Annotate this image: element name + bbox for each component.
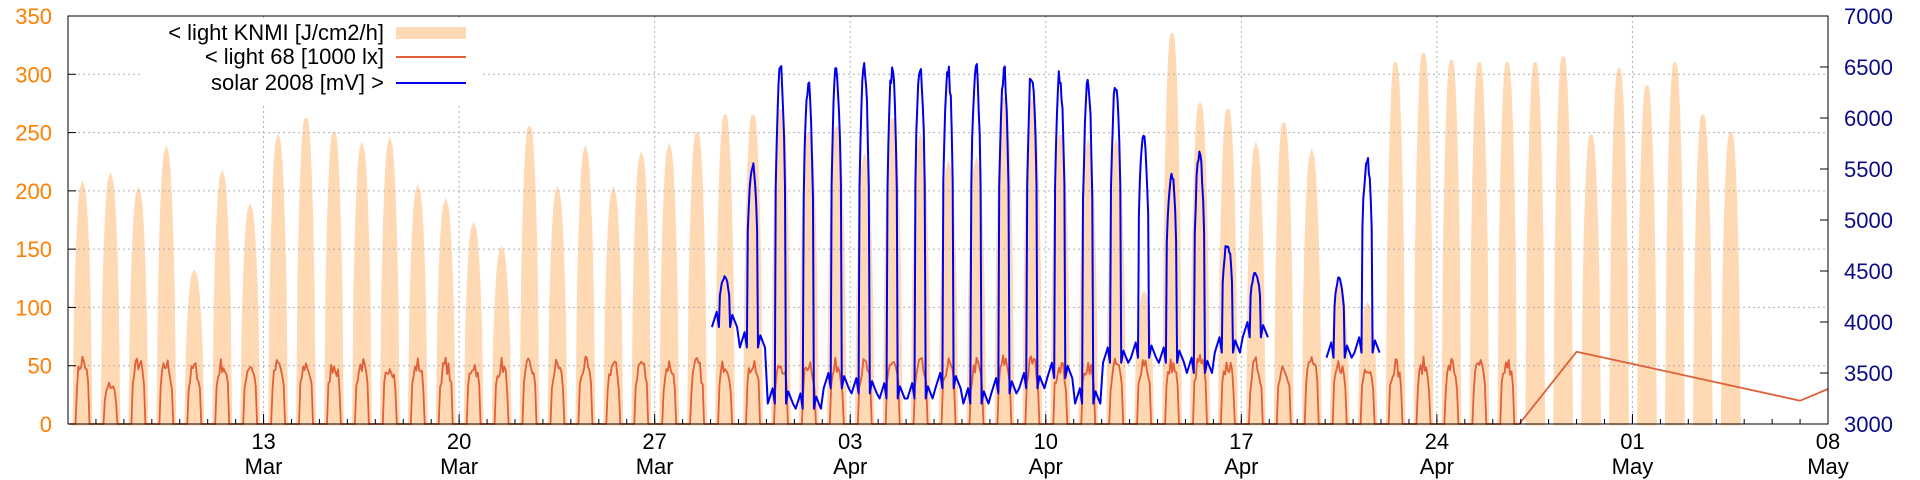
x-tick-day: 03 [838,429,862,454]
knmi-day-mark [1273,122,1294,426]
right-tick-label: 7000 [1844,4,1893,29]
x-tick-day: 20 [447,429,471,454]
knmi-day-mark [1692,114,1713,426]
knmi-day-mark [1720,132,1741,426]
knmi-day-mark [1413,53,1434,426]
knmi-day-mark [351,140,372,426]
axes: 0 50 100 150 200 250 300 350 3000 3500 4000 4500 500… [15,4,1893,479]
legend-label: < light KNMI [J/cm2/h] [168,20,384,45]
x-tick-day: 10 [1034,429,1058,454]
right-tick-label: 5000 [1844,208,1893,233]
x-tick-month: Apr [833,454,867,479]
right-tick-label: 5500 [1844,157,1893,182]
x-tick-day: 13 [251,429,275,454]
knmi-day-mark [519,126,540,426]
right-tick-label: 3500 [1844,361,1893,386]
legend-label: solar 2008 [mV] > [211,70,384,95]
knmi-day-mark [1245,140,1266,426]
knmi-day-mark [324,132,344,426]
knmi-day-mark [715,114,735,426]
x-tick-month: Mar [636,454,674,479]
knmi-day-mark [631,150,652,426]
series-solar-2008 [710,62,1381,410]
knmi-day-mark [156,144,177,426]
knmi-day-mark [1664,62,1685,426]
knmi-day-mark [1525,62,1546,426]
left-tick-label: 350 [15,4,52,29]
left-tick-label: 300 [15,62,52,87]
solar-line-segment [710,62,1269,410]
x-tick-month: Apr [1224,454,1258,479]
x-tick-month: Apr [1029,454,1063,479]
knmi-day-mark [435,197,456,426]
knmi-day-mark [1301,147,1322,426]
left-tick-label: 50 [28,354,52,379]
right-tick-label: 6500 [1844,55,1893,80]
x-tick-month: May [1807,454,1849,479]
knmi-day-mark [659,141,680,426]
left-tick-label: 250 [15,121,52,146]
x-tick-day: 01 [1620,429,1644,454]
left-tick-label: 150 [15,237,52,262]
knmi-day-mark [296,118,316,426]
knmi-day-mark [1497,62,1518,426]
knmi-day-mark [1385,62,1406,426]
left-tick-label: 200 [15,179,52,204]
knmi-day-mark [72,179,93,426]
legend-label: < light 68 [1000 lx] [205,44,384,69]
x-tick-month: Mar [440,454,478,479]
knmi-day-mark [1637,85,1657,426]
knmi-day-mark [268,132,289,426]
right-tick-label: 4500 [1844,259,1893,284]
right-tick-label: 4000 [1844,310,1893,335]
x-tick-day: 17 [1229,429,1253,454]
x-tick-day: 24 [1425,429,1449,454]
x-tick-day: 27 [642,429,666,454]
knmi-day-mark [240,202,261,426]
left-tick-label: 0 [40,412,52,437]
x-tick-day: 08 [1816,429,1840,454]
knmi-day-mark [1469,62,1490,426]
solar-line-segment [1325,157,1381,359]
right-tick-label: 6000 [1844,106,1893,131]
knmi-day-mark [212,169,233,426]
x-tick-month: Apr [1420,454,1454,479]
knmi-day-mark [100,171,121,426]
x-tick-month: May [1612,454,1654,479]
knmi-day-mark [687,132,708,426]
left-tick-label: 100 [15,295,52,320]
knmi-day-mark [1441,60,1462,426]
knmi-day-mark [1581,134,1602,426]
knmi-day-mark [1553,56,1574,426]
knmi-day-mark [1609,68,1629,426]
right-tick-label: 3000 [1844,412,1893,437]
legend: < light KNMI [J/cm2/h]< light 68 [1000 l… [140,18,480,104]
knmi-day-mark [575,144,596,426]
knmi-day-mark [379,136,400,426]
x-tick-month: Mar [245,454,283,479]
